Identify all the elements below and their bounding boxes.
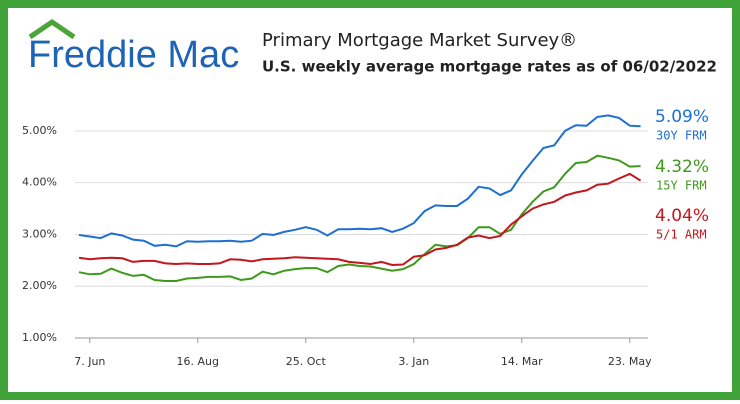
y-tick-label: 5.00%	[22, 124, 57, 137]
x-tick-label: 23. May	[608, 355, 652, 368]
x-tick-label: 25. Oct	[286, 355, 327, 368]
y-tick-label: 2.00%	[22, 279, 57, 292]
series-line	[78, 154, 641, 282]
legend-label: 30Y FRM	[656, 129, 707, 143]
chart-subtitle: U.S. weekly average mortgage rates as of…	[262, 58, 717, 76]
logo-roof	[28, 18, 76, 40]
x-tick-label: 3. Jan	[398, 355, 429, 368]
x-tick-label: 16. Aug	[177, 355, 219, 368]
end-value-label: 5.09%	[655, 107, 709, 127]
legend-label: 5/1 ARM	[656, 228, 707, 242]
y-tick-label: 1.00%	[22, 331, 57, 344]
x-tick-label: 14. Mar	[501, 355, 543, 368]
end-value-label: 4.04%	[655, 206, 709, 226]
x-tick-label: 7. Jun	[74, 355, 105, 368]
end-value-label: 4.32%	[655, 157, 709, 177]
series-line	[78, 172, 642, 267]
y-tick-label: 3.00%	[22, 227, 57, 240]
legend-label: 15Y FRM	[656, 179, 707, 193]
y-tick-label: 4.00%	[22, 176, 57, 189]
series-line	[78, 114, 641, 248]
chart-title: Primary Mortgage Market Survey®	[262, 30, 577, 51]
logo: Freddie Mac	[28, 34, 239, 76]
